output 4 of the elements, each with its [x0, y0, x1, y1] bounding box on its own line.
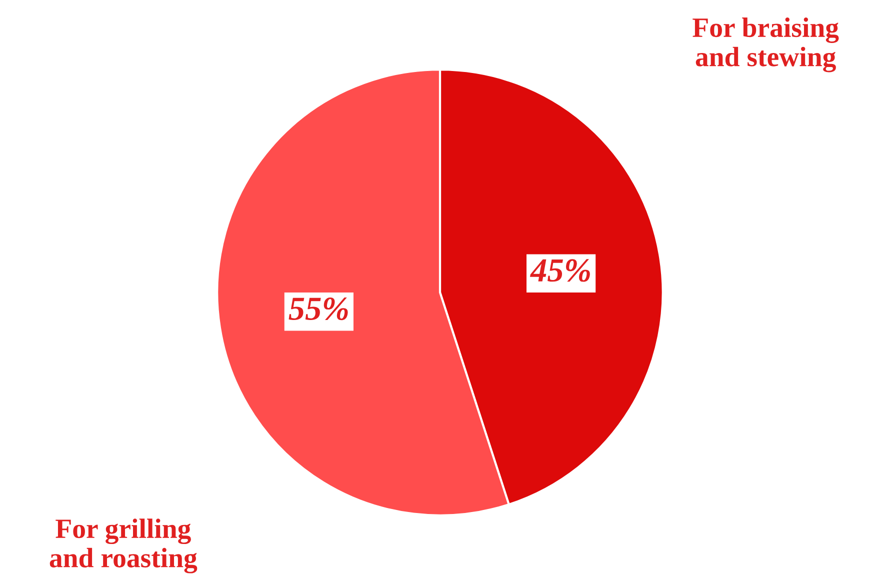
data-label: 45% [530, 259, 590, 282]
slice-label: For grilling and roasting [50, 518, 198, 574]
slice-label: For braising and stewing [692, 18, 839, 72]
data-label: 55% [288, 298, 348, 320]
